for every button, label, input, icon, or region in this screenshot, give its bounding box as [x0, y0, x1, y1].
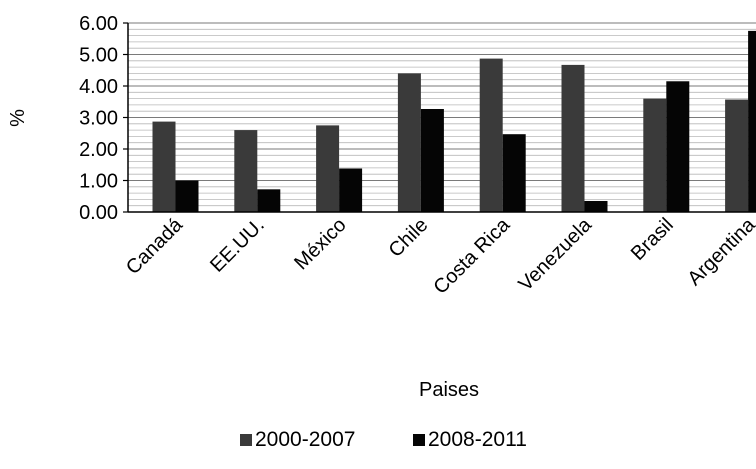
legend-label: 2008-2011 [428, 428, 527, 451]
bar-2000-2007-6 [643, 98, 667, 212]
bar-2008-2011-3 [420, 108, 444, 212]
y-tick-label: 5.00 [79, 45, 118, 67]
category-label: Venezuela [514, 213, 596, 295]
bar-2008-2011-7 [748, 30, 756, 212]
bar-2008-2011-6 [666, 81, 690, 213]
y-tick-label: 6.00 [79, 13, 118, 35]
category-label: Canadá [122, 213, 188, 279]
bar-2000-2007-0 [152, 121, 176, 212]
bar-2008-2011-5 [584, 200, 608, 212]
bar-2000-2007-4 [479, 58, 503, 212]
category-label: Costa Rica [430, 213, 515, 298]
bars [152, 30, 756, 213]
legend: 2000-2007 2008-2011 [240, 428, 527, 451]
legend-label: 2000-2007 [255, 428, 355, 451]
category-label: México [290, 214, 350, 274]
y-tick-label: 0.00 [79, 202, 118, 224]
category-label: Chile [385, 214, 433, 262]
y-tick-label: 1.00 [79, 171, 118, 193]
bar-2000-2007-1 [234, 130, 258, 212]
y-tick-label: 2.00 [79, 139, 118, 161]
category-label: Argentina [684, 213, 756, 290]
category-label: EE.UU. [206, 214, 269, 277]
x-axis-title: Paises [419, 379, 479, 401]
bar-2000-2007-3 [397, 73, 421, 213]
y-tick-labels: 0.00 1.00 2.00 3.00 4.00 5.00 6.00 [79, 13, 128, 224]
legend-swatch [240, 434, 252, 446]
bar-2008-2011-2 [339, 168, 363, 212]
bar-2000-2007-2 [316, 125, 340, 212]
bar-2008-2011-4 [502, 134, 526, 212]
y-tick-label: 3.00 [79, 108, 118, 130]
bar-2000-2007-5 [561, 64, 585, 213]
y-axis-title: % [7, 109, 29, 127]
bar-2008-2011-0 [175, 180, 199, 212]
category-label: Brasil [627, 214, 678, 265]
bar-2008-2011-1 [257, 189, 281, 212]
legend-swatch [413, 434, 425, 446]
y-tick-label: 4.00 [79, 76, 118, 98]
bar-2000-2007-7 [725, 99, 749, 212]
